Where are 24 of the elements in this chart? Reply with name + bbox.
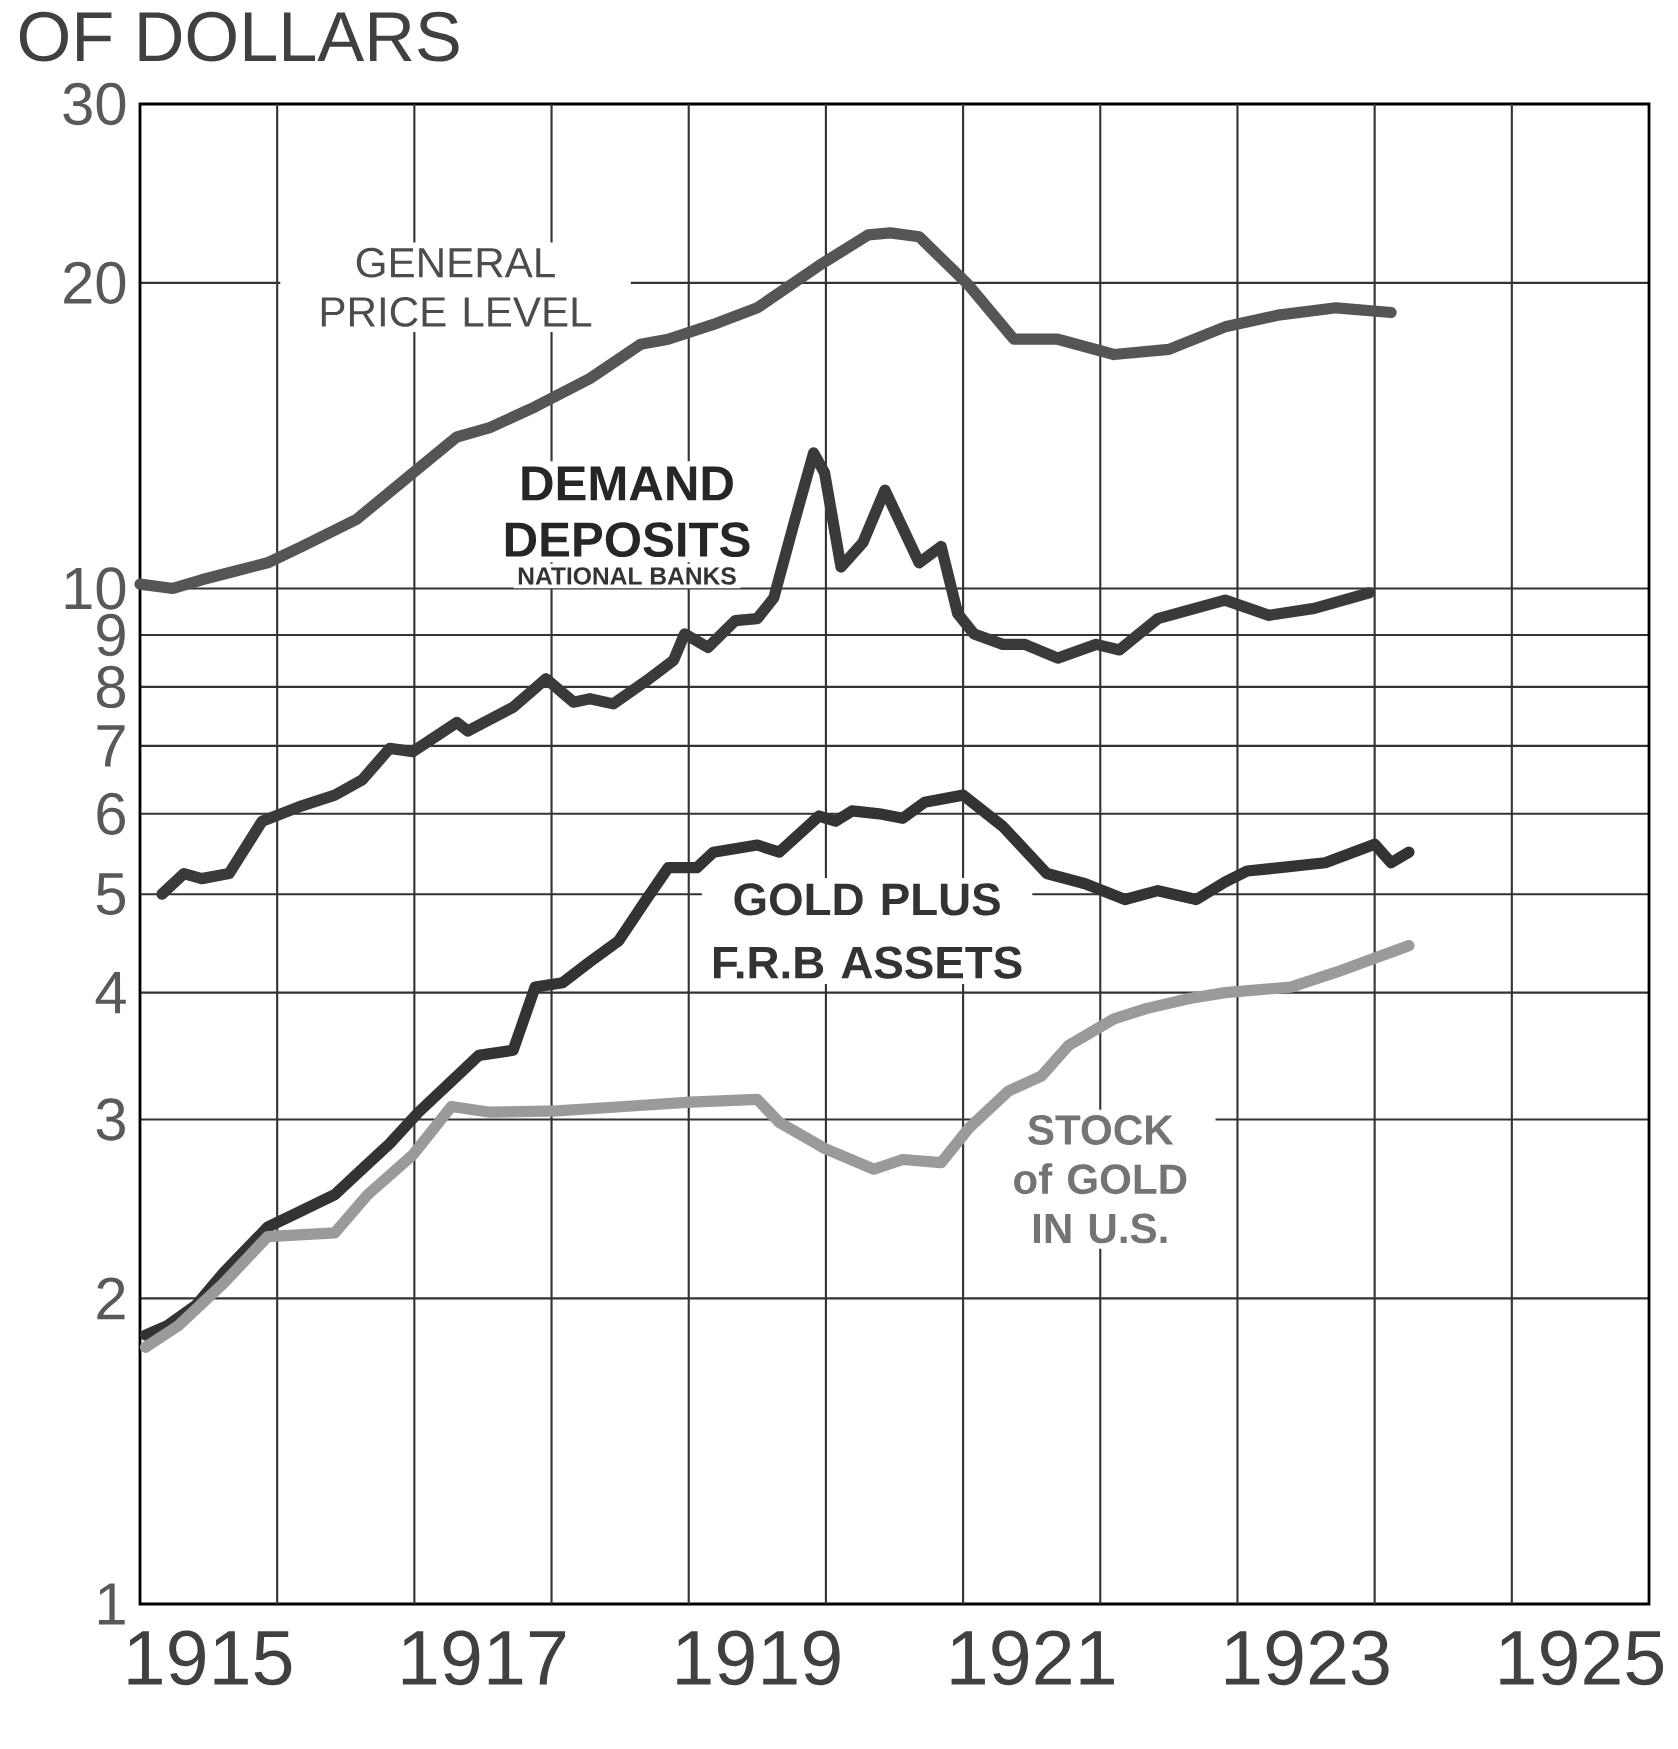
y-tick-label: 7 [97, 725, 125, 767]
series-label: GOLD PLUS F.R.B ASSETS [713, 883, 1022, 979]
y-tick-label: 6 [97, 792, 125, 835]
y-tick-label: 3 [96, 1098, 125, 1141]
series-label: STOCK of GOLD IN U.S. [1014, 1115, 1187, 1244]
y-tick-label: 8 [96, 665, 125, 709]
y-axis-title: OF DOLLARS [19, 11, 459, 62]
x-tick-label: 1917 [402, 1630, 565, 1686]
y-tick-label: 30 [63, 82, 126, 126]
x-tick-label: 1923 [1225, 1630, 1389, 1686]
y-tick-label: 9 [97, 613, 125, 657]
x-tick-label: 1915 [128, 1630, 292, 1686]
y-tick-label: 20 [64, 261, 126, 305]
series-label: DEMAND DEPOSITS [505, 466, 750, 558]
annotation: NATIONAL BANKS [518, 567, 736, 585]
x-tick-label: 1921 [951, 1630, 1114, 1686]
x-tick-label: 1925 [1500, 1630, 1664, 1686]
y-tick-label: 10 [65, 567, 126, 610]
series-label: GENERAL PRICE LEVEL [321, 247, 592, 327]
x-tick-label: 1919 [677, 1630, 840, 1686]
y-tick-label: 5 [96, 873, 125, 916]
y-tick-label: 1 [98, 1583, 125, 1625]
y-tick-label: 4 [95, 972, 126, 1014]
y-tick-label: 2 [97, 1277, 125, 1320]
